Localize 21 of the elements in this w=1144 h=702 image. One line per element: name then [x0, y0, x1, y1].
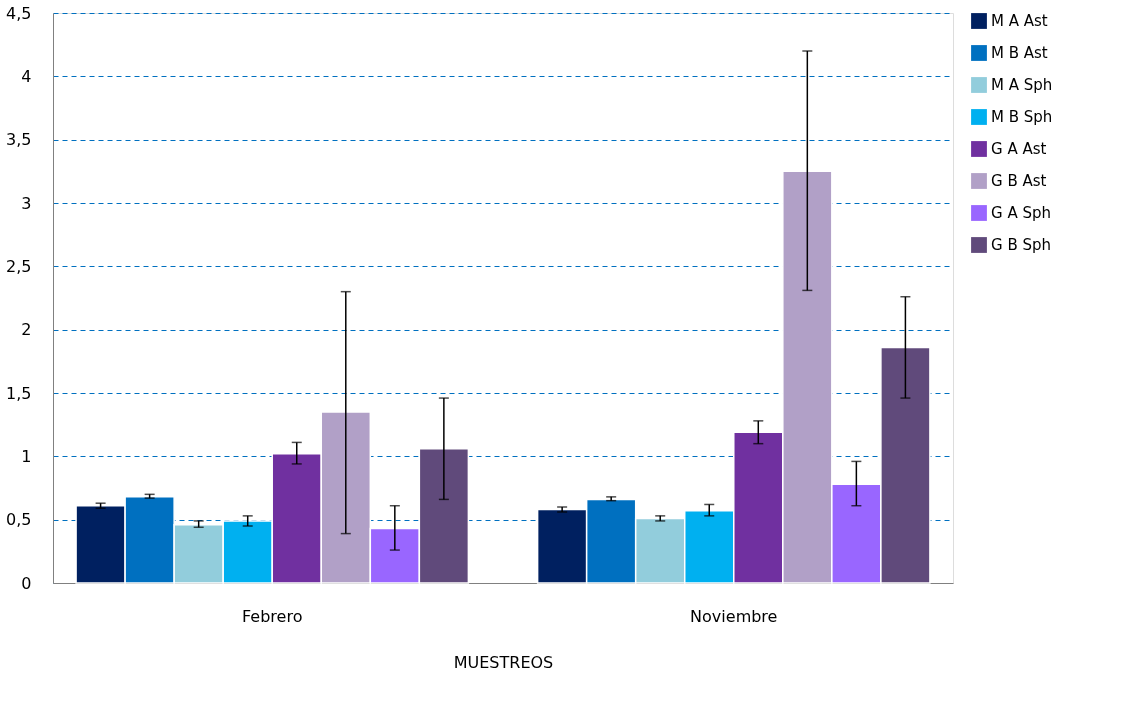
legend-label: M A Sph — [991, 76, 1053, 94]
y-tick-label: 2 — [21, 320, 32, 340]
y-tick-label: 2,5 — [6, 256, 32, 276]
y-tick-label: 4 — [21, 66, 32, 86]
legend-label: G A Ast — [991, 140, 1047, 158]
y-tick-label: 3,5 — [6, 130, 32, 150]
x-axis-title: MUESTREOS — [453, 652, 554, 672]
legend-label: M A Ast — [991, 12, 1048, 30]
legend-label: M B Ast — [991, 44, 1048, 62]
legend-label: G B Ast — [991, 172, 1047, 190]
x-tick-label: Noviembre — [690, 606, 778, 626]
y-tick-label: 1,5 — [6, 383, 32, 403]
legend-label: M B Sph — [991, 108, 1053, 126]
y-tick-label: 4,5 — [6, 3, 32, 23]
y-tick-label: 3 — [21, 193, 32, 213]
y-tick-label: 1 — [21, 446, 32, 466]
x-tick-label: Febrero — [242, 606, 303, 626]
legend-label: G A Sph — [991, 204, 1051, 222]
y-tick-label: 0,5 — [6, 510, 32, 530]
y-tick-label: 0 — [21, 573, 32, 593]
legend-label: G B Sph — [991, 236, 1051, 254]
